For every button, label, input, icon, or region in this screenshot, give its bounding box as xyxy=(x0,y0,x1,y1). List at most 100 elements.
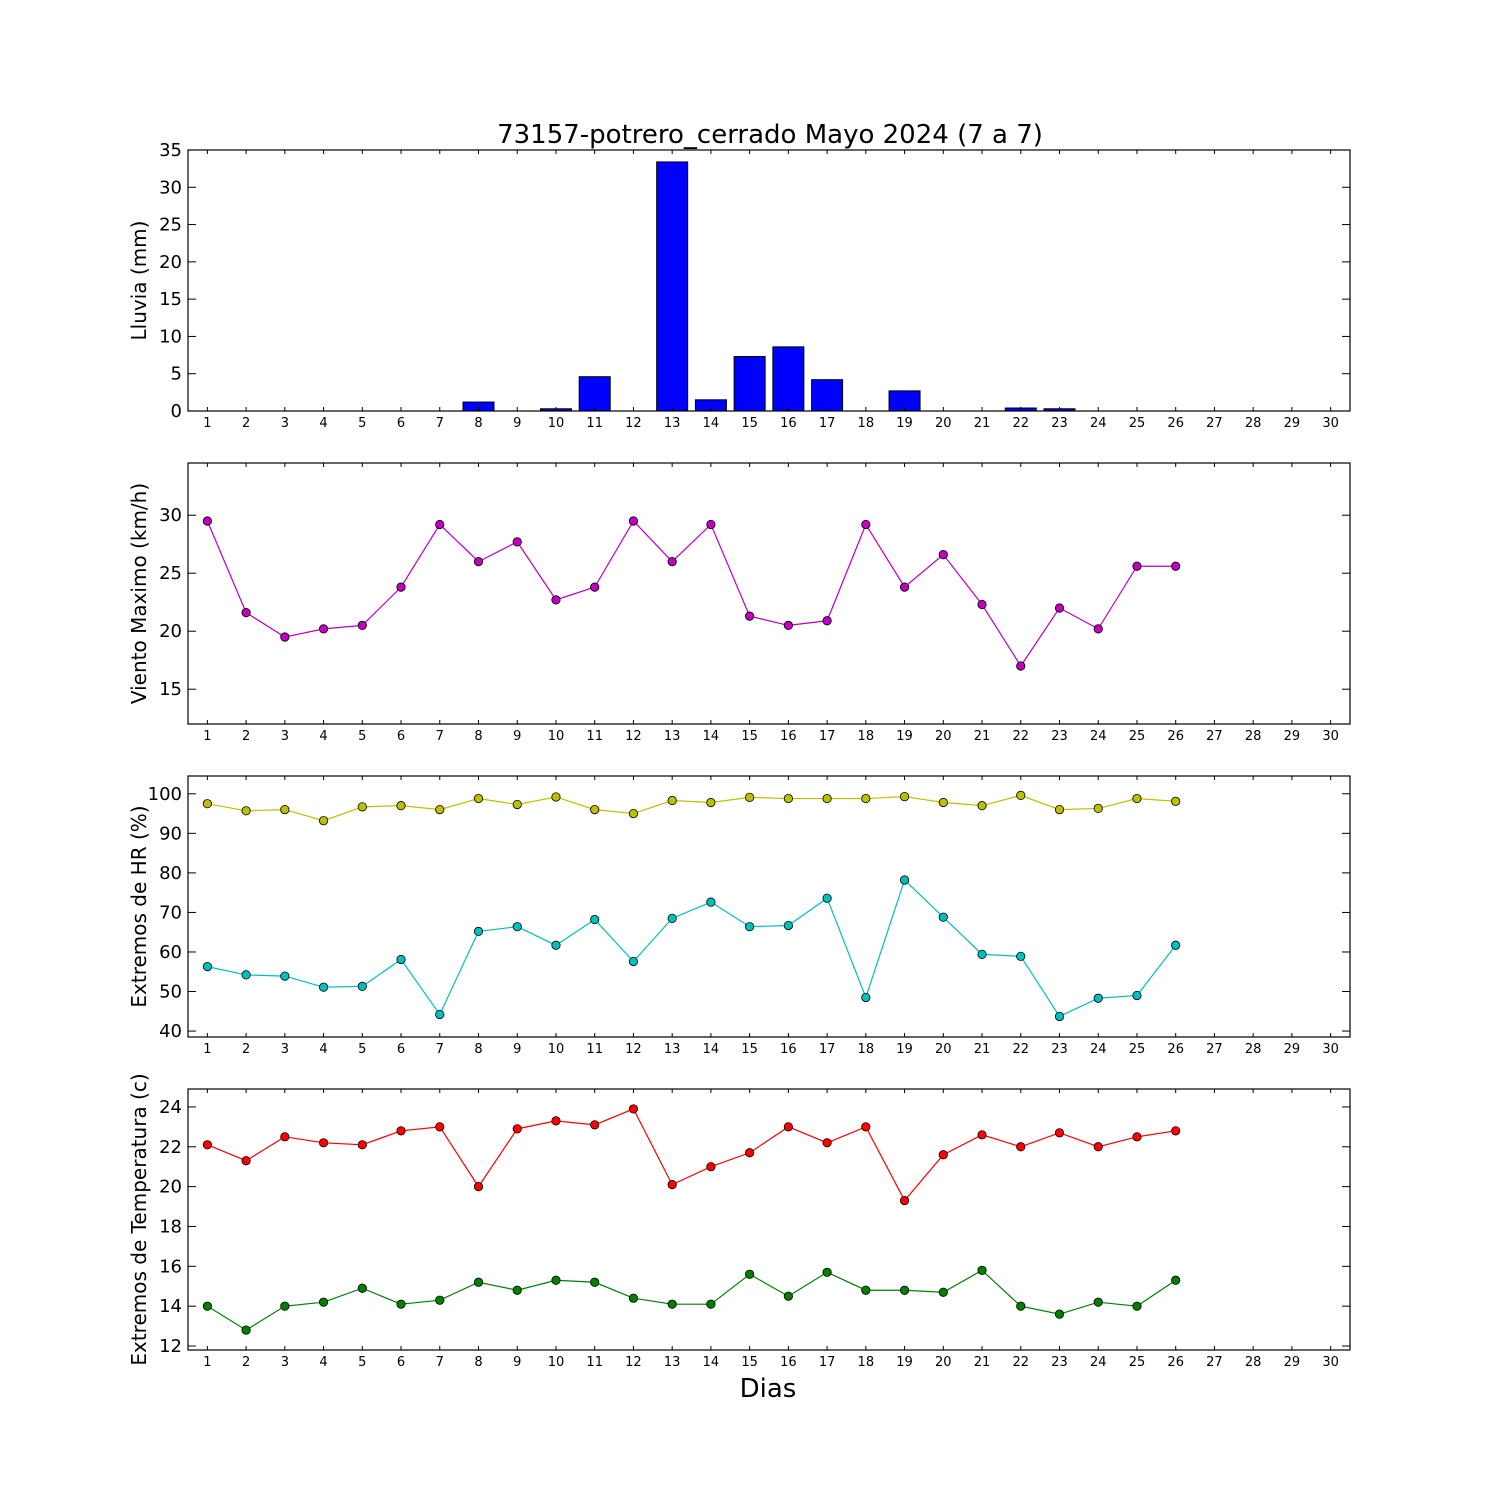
bar-day-15 xyxy=(733,356,766,412)
y-axis-label: Extremos de Temperatura (c) xyxy=(127,1073,151,1365)
x-tick-label: 10 xyxy=(548,1355,565,1370)
x-tick-label: 4 xyxy=(319,729,327,744)
point-s1-day-6 xyxy=(396,1126,406,1136)
point-s2-day-3 xyxy=(280,971,290,981)
point-s2-day-4 xyxy=(318,1297,329,1307)
y-tick-label: 80 xyxy=(159,863,182,884)
x-tick-label: 24 xyxy=(1090,416,1107,431)
x-tick-label: 6 xyxy=(397,416,405,431)
y-axis-label: Viento Maximo (km/h) xyxy=(127,483,151,704)
x-tick-label: 29 xyxy=(1284,729,1301,744)
point-s1-day-7 xyxy=(435,805,445,815)
point-s1-day-24 xyxy=(1093,803,1103,814)
point-s2-day-13 xyxy=(667,913,677,923)
x-tick-label: 11 xyxy=(586,1042,603,1057)
point-s1-day-12 xyxy=(628,516,639,526)
x-tick-label: 1 xyxy=(203,1355,211,1370)
point-s2-day-19 xyxy=(899,1285,910,1295)
axes-frame xyxy=(187,462,1351,725)
x-tick-label: 19 xyxy=(896,416,913,431)
x-tick-label: 16 xyxy=(780,729,797,744)
y-tick-label: 20 xyxy=(159,1177,182,1198)
point-s1-day-13 xyxy=(667,1180,677,1190)
x-tick-label: 21 xyxy=(974,1042,991,1057)
x-tick-label: 22 xyxy=(1012,1042,1029,1057)
point-s1-day-1 xyxy=(202,799,212,809)
point-s2-day-11 xyxy=(590,1277,600,1287)
x-tick-label: 6 xyxy=(397,1042,405,1057)
point-s1-day-15 xyxy=(745,792,755,802)
point-s1-day-19 xyxy=(899,582,910,592)
point-s2-day-18 xyxy=(861,1285,871,1295)
point-s1-day-10 xyxy=(551,792,561,802)
x-tick-label: 12 xyxy=(625,416,642,431)
point-s1-day-19 xyxy=(899,791,910,802)
x-tick-label: 6 xyxy=(397,1355,405,1370)
point-s1-day-18 xyxy=(861,1122,871,1132)
x-tick-label: 25 xyxy=(1129,416,1146,431)
point-s1-day-6 xyxy=(396,582,406,592)
x-tick-label: 8 xyxy=(474,1355,482,1370)
y-axis-label: Extremos de HR (%) xyxy=(127,805,151,1007)
chart-panel-2: 1 2 3 4 5 6 7 8 9 10 11 12 13 14 15 16 17 18 19 20 21 22 23 24 2… xyxy=(127,462,1351,744)
x-tick-label: 6 xyxy=(397,729,405,744)
point-s1-day-20 xyxy=(938,1150,948,1160)
point-s2-day-24 xyxy=(1093,993,1103,1003)
x-tick-label: 15 xyxy=(741,1355,758,1370)
point-s2-day-17 xyxy=(822,893,832,903)
x-axis-label: Dias xyxy=(740,1374,797,1404)
x-tick-label: 20 xyxy=(935,1042,952,1057)
series-line-2 xyxy=(207,1269,1177,1331)
y-tick-label: 22 xyxy=(159,1137,182,1158)
x-tick-label: 29 xyxy=(1284,1355,1301,1370)
x-tick-label: 11 xyxy=(586,729,603,744)
point-s2-day-12 xyxy=(628,1293,639,1303)
point-s1-day-18 xyxy=(861,519,871,530)
x-tick-label: 17 xyxy=(819,1042,836,1057)
x-tick-label: 18 xyxy=(858,729,875,744)
point-s1-day-12 xyxy=(628,808,639,819)
point-s2-day-9 xyxy=(512,922,522,932)
x-tick-label: 15 xyxy=(741,416,758,431)
x-tick-label: 7 xyxy=(436,729,444,744)
point-s2-day-26 xyxy=(1171,1275,1181,1285)
y-tick-label: 25 xyxy=(159,215,182,236)
point-s2-day-23 xyxy=(1054,1011,1065,1022)
x-tick-label: 14 xyxy=(703,416,720,431)
x-tick-label: 30 xyxy=(1322,729,1339,744)
x-tick-label: 30 xyxy=(1322,1042,1339,1057)
bar-day-17 xyxy=(811,379,844,412)
point-s1-day-5 xyxy=(357,620,367,631)
y-tick-label: 35 xyxy=(159,140,182,161)
x-tick-label: 23 xyxy=(1051,1355,1068,1370)
x-tick-label: 1 xyxy=(203,1042,211,1057)
x-tick-label: 7 xyxy=(436,416,444,431)
y-tick-label: 40 xyxy=(159,1021,182,1042)
point-s2-day-10 xyxy=(551,940,561,950)
x-tick-label: 2 xyxy=(242,1355,250,1370)
x-tick-label: 16 xyxy=(780,1042,797,1057)
x-tick-label: 13 xyxy=(664,416,681,431)
point-s2-day-14 xyxy=(706,1299,716,1309)
x-tick-label: 9 xyxy=(513,1355,521,1370)
x-tick-label: 4 xyxy=(319,1355,327,1370)
point-s2-day-21 xyxy=(977,949,987,959)
x-tick-label: 27 xyxy=(1206,416,1223,431)
point-s1-day-25 xyxy=(1132,793,1142,804)
x-tick-label: 28 xyxy=(1245,729,1262,744)
chart-panel-4: 1 2 3 4 5 6 7 8 9 10 11 12 13 14 15 16 17 18 19 20 21 22 23 24 2… xyxy=(127,1073,1351,1370)
x-tick-label: 5 xyxy=(358,1355,366,1370)
axes-frame xyxy=(187,775,1351,1038)
x-tick-label: 18 xyxy=(858,1355,875,1370)
point-s2-day-23 xyxy=(1054,1309,1065,1319)
point-s2-day-24 xyxy=(1093,1297,1103,1307)
x-tick-label: 14 xyxy=(703,729,720,744)
x-tick-label: 28 xyxy=(1245,1042,1262,1057)
x-tick-label: 21 xyxy=(974,416,991,431)
point-s1-day-20 xyxy=(938,797,948,808)
point-s1-day-13 xyxy=(667,795,677,806)
point-s1-day-24 xyxy=(1093,1142,1103,1152)
y-tick-label: 5 xyxy=(171,364,182,385)
x-tick-label: 29 xyxy=(1284,1042,1301,1057)
